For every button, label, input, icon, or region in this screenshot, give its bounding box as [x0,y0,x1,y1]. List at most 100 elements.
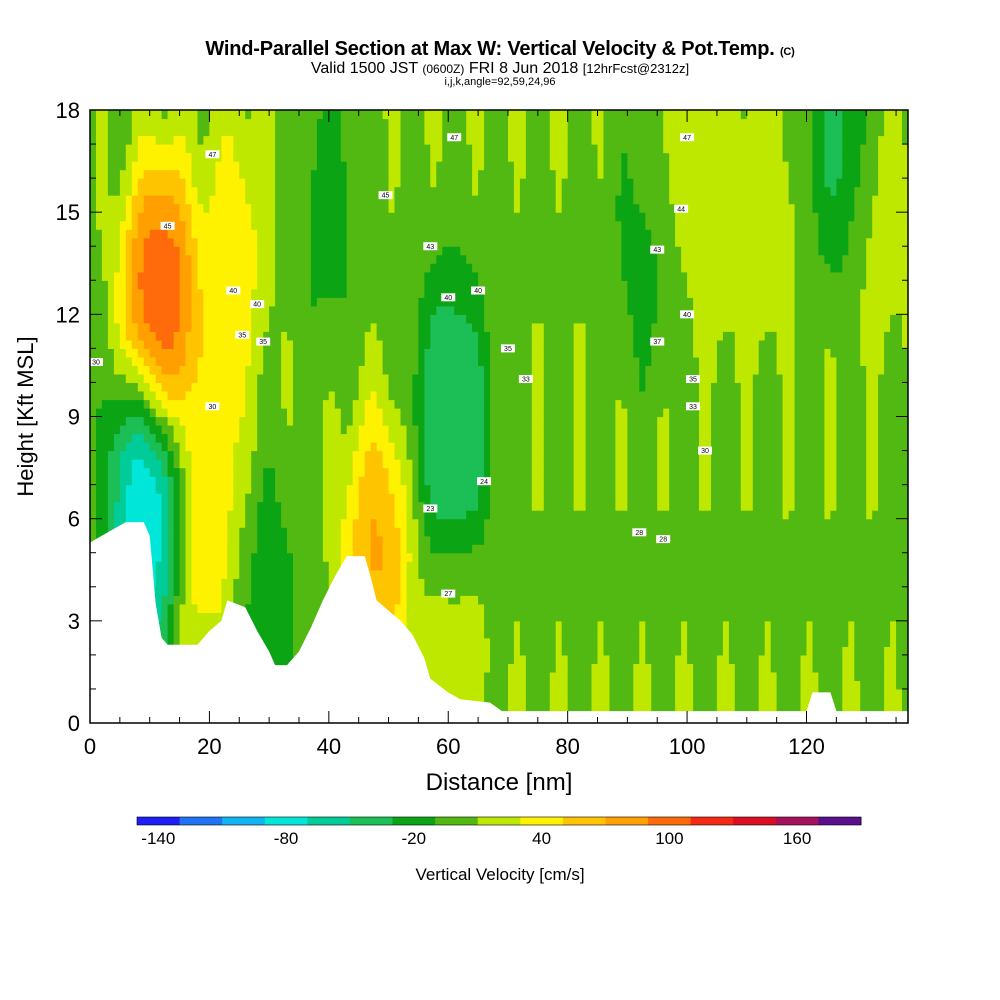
velocity-cell [364,493,372,503]
velocity-cell [245,501,252,511]
velocity-cell [137,263,145,273]
velocity-cell [478,246,485,256]
velocity-cell [466,339,473,349]
velocity-cell [424,586,431,596]
velocity-cell [227,110,234,120]
velocity-cell [436,476,443,486]
velocity-cell [287,654,294,664]
velocity-cell [406,229,414,239]
velocity-cell [412,595,419,605]
velocity-cell [233,195,240,205]
velocity-cell [161,186,169,196]
velocity-cell [358,229,366,239]
velocity-cell [310,391,318,401]
velocity-cell [394,603,402,613]
velocity-cell [388,220,396,230]
velocity-cell [472,612,479,622]
velocity-cell [179,442,187,452]
velocity-cell [275,229,282,239]
velocity-cell [173,450,181,460]
velocity-cell [442,144,449,154]
velocity-cell [221,416,228,426]
velocity-cell [113,110,121,120]
velocity-cell [310,246,318,256]
velocity-cell [472,339,479,349]
velocity-cell [346,382,354,392]
velocity-cell [287,569,294,579]
velocity-cell [346,127,354,137]
velocity-cell [227,416,234,426]
velocity-cell [233,408,240,418]
velocity-cell [484,212,491,222]
velocity-cell [203,561,210,571]
velocity-cell [221,527,228,537]
velocity-cell [119,195,127,205]
velocity-cell [197,271,205,281]
velocity-cell [215,186,222,196]
velocity-cell [346,288,354,298]
velocity-cell [352,425,360,435]
velocity-cell [418,305,425,315]
velocity-cell [107,220,115,230]
velocity-cell [340,135,348,145]
velocity-cell [161,595,169,605]
velocity-cell [376,595,384,605]
velocity-cell [185,144,193,154]
velocity-cell [227,220,234,230]
velocity-cell [406,339,414,349]
velocity-cell [484,373,491,383]
velocity-cell [484,152,491,162]
velocity-cell [245,220,252,230]
velocity-cell [203,442,210,452]
velocity-cell [328,433,336,443]
velocity-cell [382,263,390,273]
velocity-cell [203,280,210,290]
velocity-cell [203,527,210,537]
velocity-cell [406,578,414,588]
velocity-cell [430,476,437,486]
velocity-cell [496,688,503,698]
velocity-cell [448,476,455,486]
velocity-cell [209,391,216,401]
velocity-cell [484,271,491,281]
velocity-cell [299,254,306,264]
velocity-cell [448,408,455,418]
velocity-cell [418,493,425,503]
velocity-cell [454,118,461,128]
velocity-cell [424,280,431,290]
velocity-cell [418,561,425,571]
velocity-cell [454,671,461,681]
velocity-cell [484,510,491,520]
velocity-cell [442,297,449,307]
velocity-cell [149,476,157,486]
velocity-cell [221,535,228,545]
velocity-cell [263,595,270,605]
velocity-cell [215,595,222,605]
velocity-cell [131,144,139,154]
velocity-cell [269,612,276,622]
velocity-cell [185,186,193,196]
velocity-cell [322,314,330,324]
velocity-cell [370,442,378,452]
velocity-cell [334,288,342,298]
velocity-cell [233,135,240,145]
velocity-cell [316,373,324,383]
velocity-cell [472,646,479,656]
velocity-cell [203,433,210,443]
velocity-cell [137,169,145,179]
velocity-cell [107,246,115,256]
velocity-cell [179,118,187,128]
velocity-cell [299,544,306,554]
velocity-cell [454,339,461,349]
velocity-cell [472,416,479,426]
velocity-cell [179,314,187,324]
velocity-cell [304,118,312,128]
velocity-cell [215,535,222,545]
velocity-cell [263,629,270,639]
velocity-cell [334,348,342,358]
velocity-cell [370,552,378,562]
velocity-cell [448,637,455,647]
velocity-cell [412,203,419,213]
velocity-cell [346,271,354,281]
velocity-cell [370,399,378,409]
